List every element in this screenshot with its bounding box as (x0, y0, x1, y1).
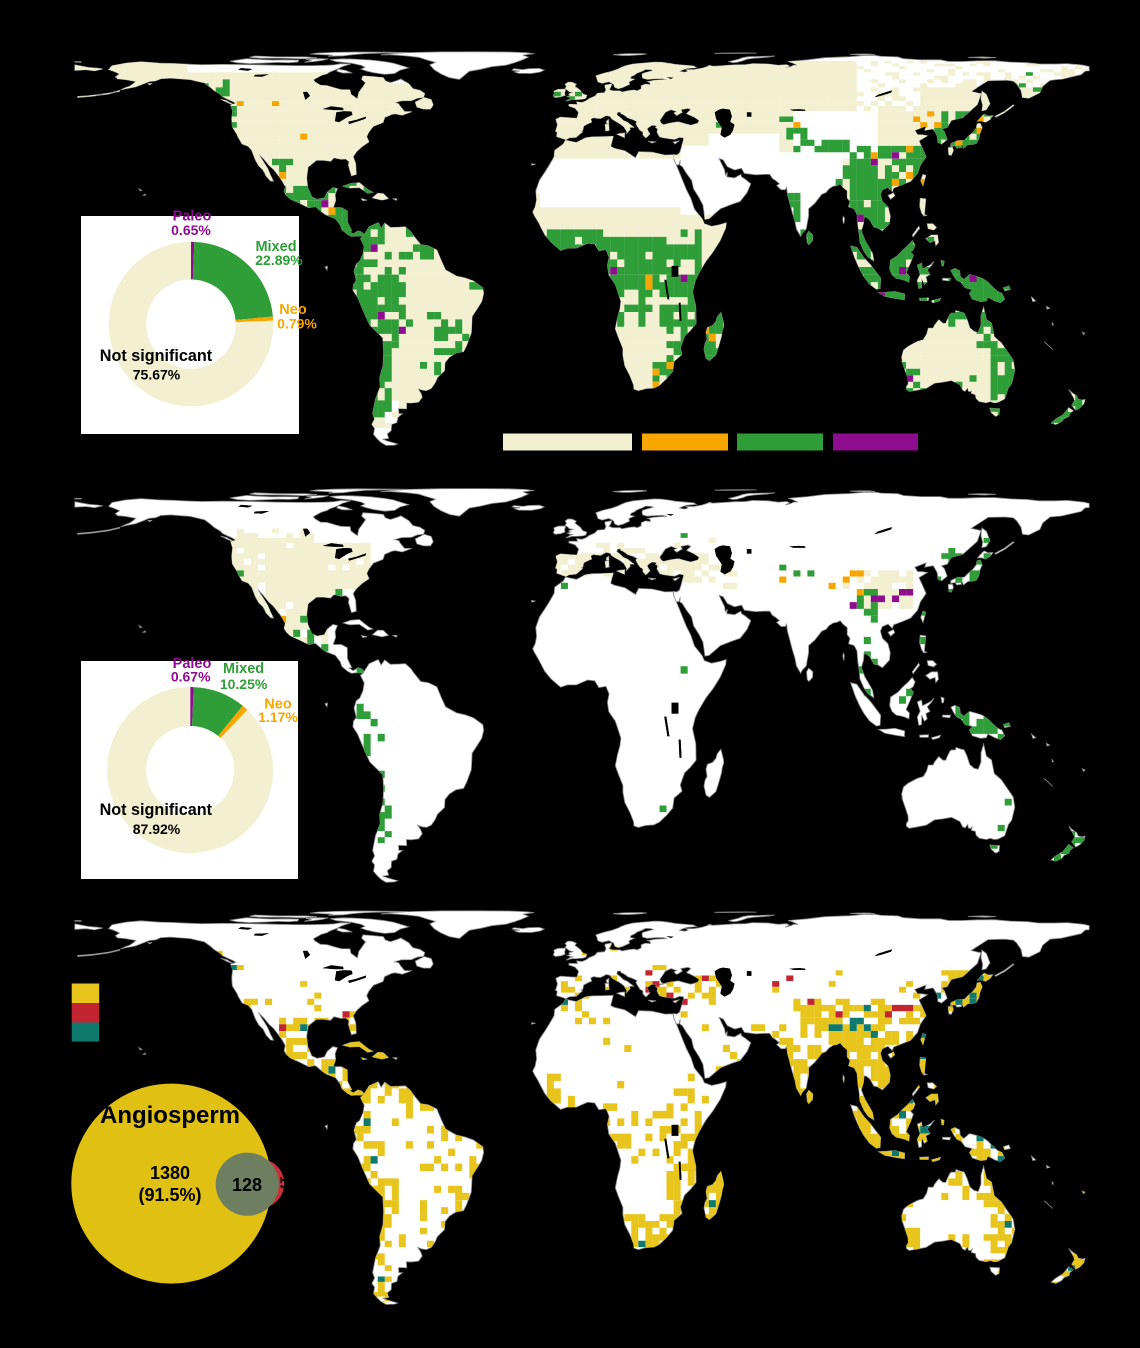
svg-text:128: 128 (232, 1175, 262, 1195)
svg-text:0.65%: 0.65% (171, 222, 211, 238)
svg-text:Mixed: Mixed (255, 239, 296, 255)
svg-text:Mixed: Mixed (223, 661, 264, 677)
svg-text:Not significant: Not significant (100, 801, 213, 819)
svg-text:Paleo: Paleo (173, 656, 212, 672)
svg-text:Neo: Neo (279, 302, 307, 318)
svg-text:Not significant: Not significant (100, 347, 213, 365)
svg-text:1.17%: 1.17% (258, 709, 298, 725)
svg-text:Angiosperm: Angiosperm (100, 1102, 240, 1129)
svg-text:75.67%: 75.67% (133, 367, 181, 383)
svg-text:17: 17 (278, 1176, 293, 1191)
svg-text:Paleo: Paleo (173, 209, 212, 225)
svg-text:22.89%: 22.89% (255, 252, 303, 268)
svg-text:10.25%: 10.25% (220, 676, 268, 692)
svg-text:87.92%: 87.92% (133, 821, 181, 837)
svg-text:1380: 1380 (150, 1163, 190, 1183)
svg-text:0.67%: 0.67% (171, 669, 211, 685)
svg-text:0.79%: 0.79% (277, 316, 317, 332)
svg-text:(91.5%): (91.5%) (138, 1185, 201, 1205)
svg-text:Neo: Neo (264, 697, 292, 713)
